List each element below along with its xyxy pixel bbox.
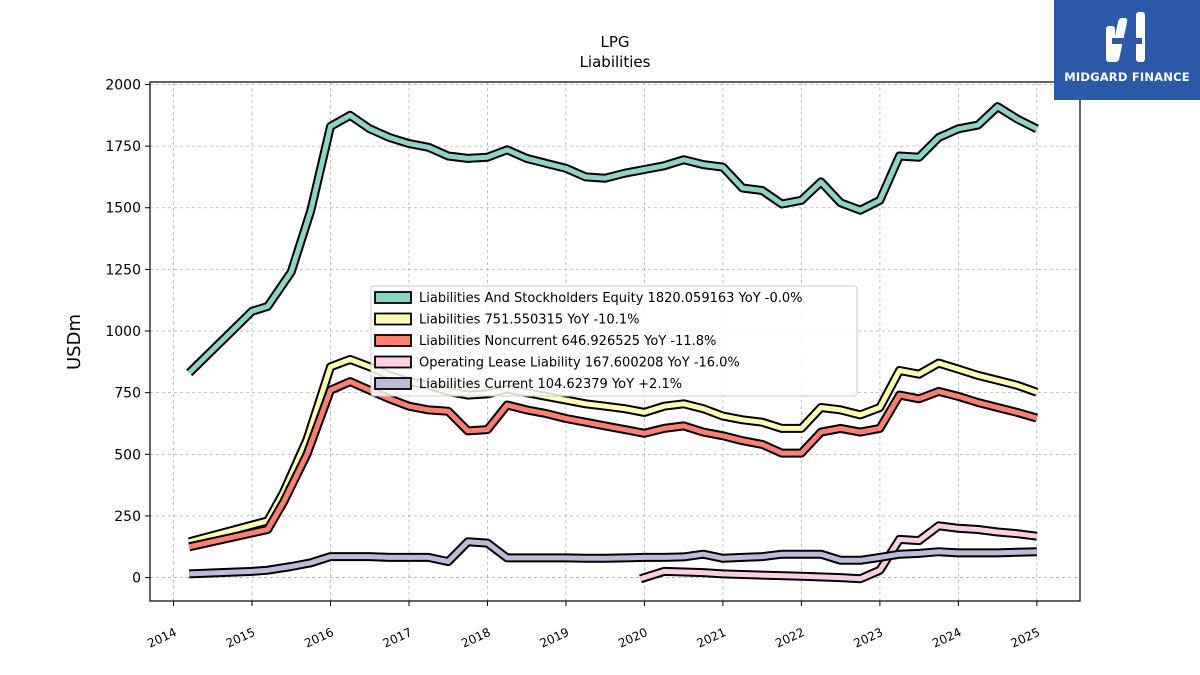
legend-label: Liabilities Current 104.62379 YoY +2.1% bbox=[419, 377, 682, 392]
legend-label: Liabilities 751.550315 YoY -10.1% bbox=[419, 313, 639, 328]
chart-title: LPG bbox=[600, 33, 629, 51]
legend-swatch bbox=[374, 312, 412, 326]
y-tick-label: 1000 bbox=[105, 324, 141, 340]
legend-item: Operating Lease Liability 167.600208 YoY… bbox=[374, 355, 740, 371]
midgard-finance-logo: MIDGARD FINANCE bbox=[1054, 0, 1200, 100]
legend-item: Liabilities Noncurrent 646.926525 YoY -1… bbox=[374, 334, 716, 349]
x-tick-label: 2021 bbox=[695, 625, 729, 651]
x-tick-label: 2025 bbox=[1009, 625, 1043, 651]
series-line bbox=[189, 539, 1037, 577]
series-0 bbox=[186, 102, 1039, 377]
x-tick-label: 2016 bbox=[302, 625, 336, 651]
x-tick-label: 2014 bbox=[145, 625, 179, 651]
logo-text: MIDGARD FINANCE bbox=[1064, 70, 1190, 84]
y-tick-label: 500 bbox=[114, 447, 141, 463]
x-tick-label: 2024 bbox=[930, 625, 964, 651]
y-tick-label: 1750 bbox=[105, 139, 141, 155]
y-tick-label: 750 bbox=[114, 386, 141, 402]
legend-swatch bbox=[374, 334, 412, 347]
series-line bbox=[187, 104, 1038, 375]
legend-swatch bbox=[374, 355, 412, 369]
legend-item: Liabilities Current 104.62379 YoY +2.1% bbox=[374, 377, 682, 392]
y-tick-label: 2000 bbox=[105, 77, 141, 93]
plot-frame bbox=[149, 81, 1081, 602]
series-4 bbox=[189, 537, 1037, 579]
x-tick-label: 2018 bbox=[459, 625, 493, 651]
x-tick-label: 2022 bbox=[773, 625, 807, 651]
legend-item: Liabilities 751.550315 YoY -10.1% bbox=[374, 312, 639, 328]
legend-swatch bbox=[374, 291, 412, 304]
x-tick-label: 2017 bbox=[381, 625, 415, 651]
legend-label: Liabilities Noncurrent 646.926525 YoY -1… bbox=[419, 334, 716, 349]
y-tick-label: 1250 bbox=[105, 262, 141, 278]
y-axis-ticks: 0 250 500 750 1000 1250 1500 1750 2000 bbox=[105, 77, 150, 587]
x-axis-ticks: 2014 2015 2016 2017 2018 2019 2020 2021 2022 2023… bbox=[145, 601, 1042, 651]
legend-label: Liabilities And Stockholders Equity 1820… bbox=[419, 291, 803, 306]
legend-swatch bbox=[374, 377, 412, 390]
y-axis-label: USDm bbox=[64, 314, 85, 370]
x-tick-label: 2019 bbox=[538, 625, 572, 651]
y-tick-label: 250 bbox=[114, 509, 141, 525]
series-3 bbox=[639, 521, 1038, 584]
x-tick-label: 2023 bbox=[852, 625, 886, 651]
chart-subtitle: Liabilities bbox=[580, 53, 651, 71]
legend-item: Liabilities And Stockholders Equity 1820… bbox=[374, 291, 803, 306]
series-line bbox=[639, 523, 1038, 582]
y-tick-label: 0 bbox=[132, 571, 141, 587]
legend-box bbox=[370, 285, 858, 397]
x-tick-label: 2015 bbox=[224, 625, 258, 651]
y-tick-label: 1500 bbox=[105, 201, 141, 217]
legend: Liabilities And Stockholders Equity 1820… bbox=[370, 285, 858, 397]
midgard-logo-icon bbox=[1106, 12, 1145, 62]
x-tick-label: 2020 bbox=[616, 625, 650, 651]
legend-label: Operating Lease Liability 167.600208 YoY… bbox=[419, 356, 740, 371]
